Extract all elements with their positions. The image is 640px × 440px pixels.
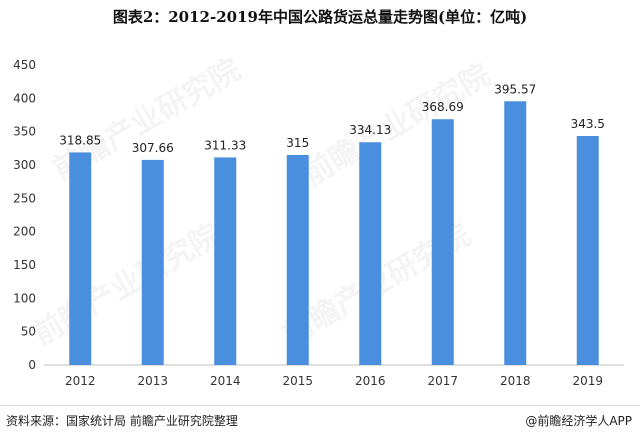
data-label: 334.13 xyxy=(349,123,391,137)
bar xyxy=(431,119,454,365)
y-tick-label: 300 xyxy=(13,158,36,172)
data-label: 318.85 xyxy=(59,133,101,147)
bar xyxy=(286,155,309,365)
x-tick-label: 2013 xyxy=(137,374,168,388)
bar xyxy=(576,136,599,365)
bar xyxy=(504,101,527,365)
y-tick-label: 150 xyxy=(13,258,36,272)
data-label: 343.5 xyxy=(571,117,605,131)
y-tick-label: 200 xyxy=(13,225,36,239)
y-tick-label: 50 xyxy=(21,325,36,339)
x-tick-label: 2018 xyxy=(500,374,531,388)
x-tick-label: 2017 xyxy=(427,374,458,388)
credit-note: @前瞻经济学人APP xyxy=(525,414,632,428)
data-label: 307.66 xyxy=(132,141,174,155)
data-label: 311.33 xyxy=(204,138,246,152)
x-tick-label: 2016 xyxy=(355,374,386,388)
data-label: 368.69 xyxy=(422,100,464,114)
bar xyxy=(69,152,92,365)
source-note: 资料来源：国家统计局 前瞻产业研究院整理 xyxy=(6,414,238,428)
bar xyxy=(359,142,382,365)
y-tick-label: 0 xyxy=(28,358,36,372)
y-tick-label: 450 xyxy=(13,58,36,72)
x-tick-label: 2015 xyxy=(282,374,313,388)
x-tick-label: 2019 xyxy=(572,374,603,388)
x-tick-label: 2012 xyxy=(65,374,96,388)
footer-divider xyxy=(0,405,640,406)
y-tick-label: 350 xyxy=(13,125,36,139)
y-tick-label: 400 xyxy=(13,91,36,105)
chart-title: 图表2：2012-2019年中国公路货运总量走势图(单位：亿吨) xyxy=(112,8,528,26)
bar xyxy=(141,159,164,365)
y-tick-label: 250 xyxy=(13,191,36,205)
data-label: 315 xyxy=(286,136,309,150)
data-label: 395.57 xyxy=(494,82,536,96)
bar xyxy=(214,157,237,365)
y-tick-label: 100 xyxy=(13,291,36,305)
x-tick-label: 2014 xyxy=(210,374,241,388)
